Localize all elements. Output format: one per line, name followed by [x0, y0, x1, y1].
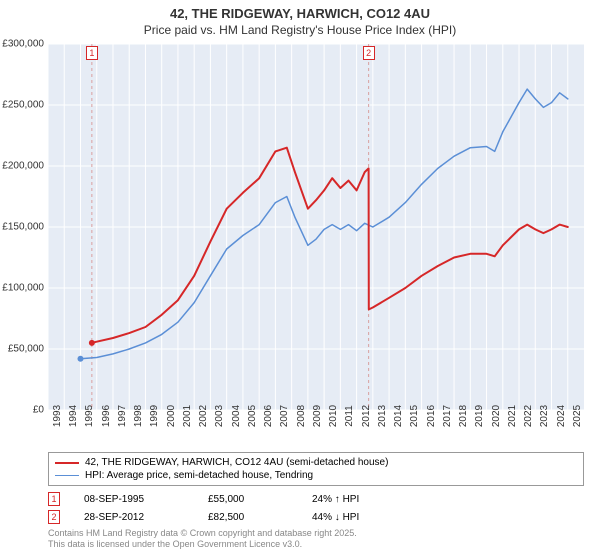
x-tick-label: 2022: [523, 405, 534, 427]
transaction-delta: 24% ↑ HPI: [312, 494, 412, 505]
x-tick-label: 2014: [393, 405, 404, 427]
x-tick-label: 2023: [539, 405, 550, 427]
x-tick-label: 2007: [279, 405, 290, 427]
footer-line: This data is licensed under the Open Gov…: [48, 539, 584, 550]
x-tick-label: 2003: [214, 405, 225, 427]
transaction-date: 08-SEP-1995: [84, 494, 184, 505]
x-tick-label: 2019: [474, 405, 485, 427]
x-tick-label: 1993: [52, 405, 63, 427]
x-tick-label: 2020: [491, 405, 502, 427]
x-tick-label: 2008: [296, 405, 307, 427]
x-tick-label: 1996: [101, 405, 112, 427]
x-tick-label: 2024: [556, 405, 567, 427]
x-tick-label: 2012: [361, 405, 372, 427]
x-tick-label: 2006: [263, 405, 274, 427]
x-tick-label: 2011: [344, 405, 355, 427]
x-tick-label: 2016: [426, 405, 437, 427]
y-tick-label: £250,000: [2, 100, 44, 111]
transaction-row: 2 28-SEP-2012 £82,500 44% ↓ HPI: [48, 508, 584, 526]
x-tick-label: 2000: [166, 405, 177, 427]
transaction-date: 28-SEP-2012: [84, 512, 184, 523]
footer-attribution: Contains HM Land Registry data © Crown c…: [48, 528, 584, 550]
y-axis: £0£50,000£100,000£150,000£200,000£250,00…: [0, 44, 46, 410]
chart-container: 42, THE RIDGEWAY, HARWICH, CO12 4AU Pric…: [0, 0, 600, 560]
x-tick-label: 2017: [442, 405, 453, 427]
legend-label: 42, THE RIDGEWAY, HARWICH, CO12 4AU (sem…: [85, 457, 388, 468]
y-tick-label: £150,000: [2, 222, 44, 233]
x-tick-label: 2010: [328, 405, 339, 427]
x-tick-label: 2001: [182, 405, 193, 427]
transaction-row: 1 08-SEP-1995 £55,000 24% ↑ HPI: [48, 490, 584, 508]
x-tick-label: 2009: [312, 405, 323, 427]
transaction-delta: 44% ↓ HPI: [312, 512, 412, 523]
x-tick-label: 2025: [572, 405, 583, 427]
legend-item: HPI: Average price, semi-detached house,…: [55, 469, 577, 482]
x-tick-label: 2004: [231, 405, 242, 427]
transaction-marker: 2: [48, 510, 60, 524]
x-tick-label: 2018: [458, 405, 469, 427]
y-tick-label: £50,000: [8, 344, 44, 355]
transactions-table: 1 08-SEP-1995 £55,000 24% ↑ HPI 2 28-SEP-2012…: [48, 490, 584, 526]
x-axis: 1993199419951996199719981999200020012002…: [48, 412, 584, 452]
x-tick-label: 2002: [198, 405, 209, 427]
y-tick-label: £0: [33, 405, 44, 416]
x-tick-label: 2021: [507, 405, 518, 427]
chart-svg: [48, 44, 584, 410]
chart-subtitle: Price paid vs. HM Land Registry's House …: [0, 23, 600, 41]
x-tick-label: 1998: [133, 405, 144, 427]
x-tick-label: 1997: [117, 405, 128, 427]
legend-swatch: [55, 475, 79, 477]
footer-line: Contains HM Land Registry data © Crown c…: [48, 528, 584, 539]
y-tick-label: £100,000: [2, 283, 44, 294]
x-tick-label: 2005: [247, 405, 258, 427]
x-tick-label: 2015: [409, 405, 420, 427]
legend-label: HPI: Average price, semi-detached house,…: [85, 470, 313, 481]
y-tick-label: £200,000: [2, 161, 44, 172]
y-tick-label: £300,000: [2, 39, 44, 50]
x-tick-label: 1999: [149, 405, 160, 427]
x-tick-label: 1995: [84, 405, 95, 427]
x-tick-label: 1994: [68, 405, 79, 427]
transaction-price: £82,500: [208, 512, 288, 523]
legend: 42, THE RIDGEWAY, HARWICH, CO12 4AU (sem…: [48, 452, 584, 486]
legend-swatch: [55, 462, 79, 464]
transaction-price: £55,000: [208, 494, 288, 505]
chart-title: 42, THE RIDGEWAY, HARWICH, CO12 4AU: [0, 0, 600, 23]
transaction-marker: 1: [48, 492, 60, 506]
x-tick-label: 2013: [377, 405, 388, 427]
legend-item: 42, THE RIDGEWAY, HARWICH, CO12 4AU (sem…: [55, 456, 577, 469]
